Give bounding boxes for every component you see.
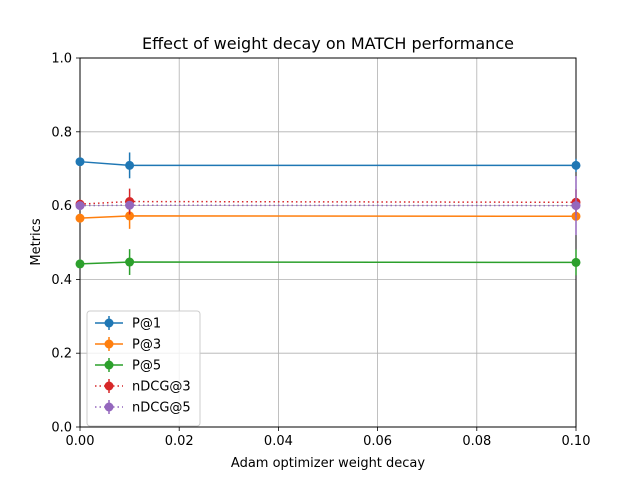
data-point-ndcg-5 — [75, 201, 85, 211]
y-tick-label: 1.0 — [51, 52, 72, 67]
legend-marker-ndcg-5 — [104, 402, 114, 412]
series-line-p-3 — [79, 215, 577, 219]
legend-marker-ndcg-3 — [104, 381, 114, 391]
legend-entry-ndcg-5: nDCG@5 — [95, 400, 191, 416]
y-tick-label: 0.0 — [51, 421, 72, 436]
legend-entry-p-5: P@5 — [95, 358, 161, 374]
legend-label-ndcg-5: nDCG@5 — [132, 401, 191, 416]
x-tick-label: 0.00 — [66, 434, 95, 449]
x-tick-label: 0.06 — [363, 434, 392, 449]
legend-label-p-3: P@3 — [132, 338, 161, 353]
series-line-p-5 — [79, 261, 577, 265]
legend-marker-p-3 — [104, 339, 114, 349]
series-ndcg-3 — [75, 188, 581, 216]
data-point-p-3 — [75, 213, 85, 223]
x-tick-label: 0.02 — [165, 434, 194, 449]
legend-marker-p-5 — [104, 360, 114, 370]
y-tick-label: 0.4 — [51, 273, 72, 288]
data-point-ndcg-5 — [571, 201, 581, 211]
legend: P@1 P@3 P@5 nDCG@3 nDCG@5 — [86, 310, 201, 427]
data-point-p-5 — [571, 257, 581, 267]
x-tick-label: 0.04 — [264, 434, 293, 449]
legend-label-ndcg-3: nDCG@3 — [132, 380, 191, 395]
y-tick-label: 0.8 — [51, 125, 72, 140]
series-group — [75, 152, 581, 276]
y-tick-label: 0.6 — [51, 199, 72, 214]
data-point-p-3 — [125, 211, 135, 221]
x-tick-label: 0.10 — [562, 434, 591, 449]
legend-label-p-5: P@5 — [132, 359, 161, 374]
y-tick-label: 0.2 — [51, 347, 72, 362]
legend-box — [86, 310, 201, 427]
data-point-p-5 — [125, 257, 135, 267]
legend-entry-p-1: P@1 — [95, 316, 161, 332]
series-line-ndcg-3 — [79, 200, 577, 205]
x-axis: 0.00 0.02 0.04 0.06 0.08 0.10 — [66, 427, 591, 449]
y-axis: 0.0 0.2 0.4 0.6 0.8 1.0 — [51, 52, 80, 436]
series-p-5 — [75, 249, 581, 276]
x-axis-label: Adam optimizer weight decay — [231, 456, 425, 471]
series-line-p-1 — [79, 160, 576, 167]
plot-frame — [79, 57, 577, 428]
y-axis-label: Metrics — [29, 218, 44, 265]
data-point-ndcg-5 — [125, 200, 135, 210]
legend-entry-p-3: P@3 — [95, 337, 161, 353]
series-ndcg-5 — [75, 176, 581, 236]
series-p-3 — [75, 203, 581, 229]
data-point-p-1 — [571, 160, 581, 170]
data-point-p-5 — [75, 259, 85, 269]
legend-marker-p-1 — [104, 318, 114, 328]
chart-title: Effect of weight decay on MATCH performa… — [142, 34, 514, 53]
legend-entry-ndcg-3: nDCG@3 — [95, 379, 191, 395]
legend-label-p-1: P@1 — [132, 317, 161, 332]
data-point-p-1 — [75, 157, 85, 167]
x-tick-label: 0.08 — [462, 434, 491, 449]
series-p-1 — [75, 152, 581, 179]
data-point-p-1 — [125, 160, 135, 170]
